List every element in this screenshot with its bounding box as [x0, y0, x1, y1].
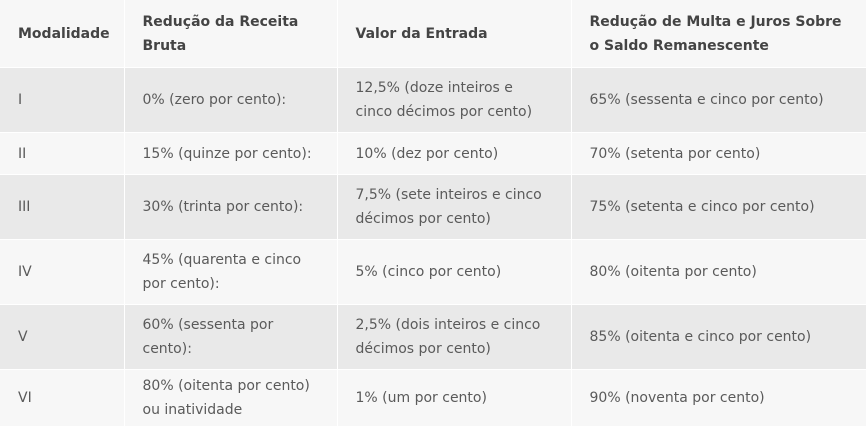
cell-reducao-multa: 80% (oitenta por cento)	[571, 239, 866, 305]
cell-reducao-multa: 70% (setenta por cento)	[571, 132, 866, 175]
table-row: IV 45% (quarenta e cinco por cento): 5% …	[0, 239, 866, 305]
table-row: II 15% (quinze por cento): 10% (dez por …	[0, 132, 866, 175]
cell-valor-entrada: 2,5% (dois inteiros e cinco décimos por …	[337, 304, 572, 370]
table-row: V 60% (sessenta por cento): 2,5% (dois i…	[0, 304, 866, 370]
table-row: I 0% (zero por cento): 12,5% (doze intei…	[0, 67, 866, 133]
cell-valor-entrada: 7,5% (sete inteiros e cinco décimos por …	[337, 174, 572, 240]
cell-reducao-receita: 0% (zero por cento):	[124, 67, 338, 133]
cell-reducao-receita: 60% (sessenta por cento):	[124, 304, 338, 370]
header-valor-entrada: Valor da Entrada	[337, 0, 572, 68]
cell-reducao-receita: 30% (trinta por cento):	[124, 174, 338, 240]
cell-modalidade: II	[0, 132, 125, 175]
cell-modalidade: I	[0, 67, 125, 133]
cell-valor-entrada: 1% (um por cento)	[337, 369, 572, 426]
header-reducao-receita: Redução da Receita Bruta	[124, 0, 338, 68]
cell-reducao-multa: 90% (noventa por cento)	[571, 369, 866, 426]
cell-reducao-multa: 65% (sessenta e cinco por cento)	[571, 67, 866, 133]
cell-modalidade: V	[0, 304, 125, 370]
header-modalidade: Modalidade	[0, 0, 125, 68]
cell-reducao-multa: 85% (oitenta e cinco por cento)	[571, 304, 866, 370]
cell-reducao-receita: 45% (quarenta e cinco por cento):	[124, 239, 338, 305]
cell-reducao-multa: 75% (setenta e cinco por cento)	[571, 174, 866, 240]
cell-reducao-receita: 80% (oitenta por cento) ou inatividade	[124, 369, 338, 426]
cell-valor-entrada: 12,5% (doze inteiros e cinco décimos por…	[337, 67, 572, 133]
table-body: I 0% (zero por cento): 12,5% (doze intei…	[0, 67, 866, 426]
header-reducao-multa: Redução de Multa e Juros Sobre o Saldo R…	[571, 0, 866, 68]
table-header: Modalidade Redução da Receita Bruta Valo…	[0, 0, 866, 68]
header-row: Modalidade Redução da Receita Bruta Valo…	[0, 0, 866, 68]
cell-valor-entrada: 10% (dez por cento)	[337, 132, 572, 175]
table-row: VI 80% (oitenta por cento) ou inatividad…	[0, 369, 866, 426]
table-row: III 30% (trinta por cento): 7,5% (sete i…	[0, 174, 866, 240]
cell-modalidade: IV	[0, 239, 125, 305]
cell-modalidade: III	[0, 174, 125, 240]
cell-modalidade: VI	[0, 369, 125, 426]
cell-reducao-receita: 15% (quinze por cento):	[124, 132, 338, 175]
cell-valor-entrada: 5% (cinco por cento)	[337, 239, 572, 305]
